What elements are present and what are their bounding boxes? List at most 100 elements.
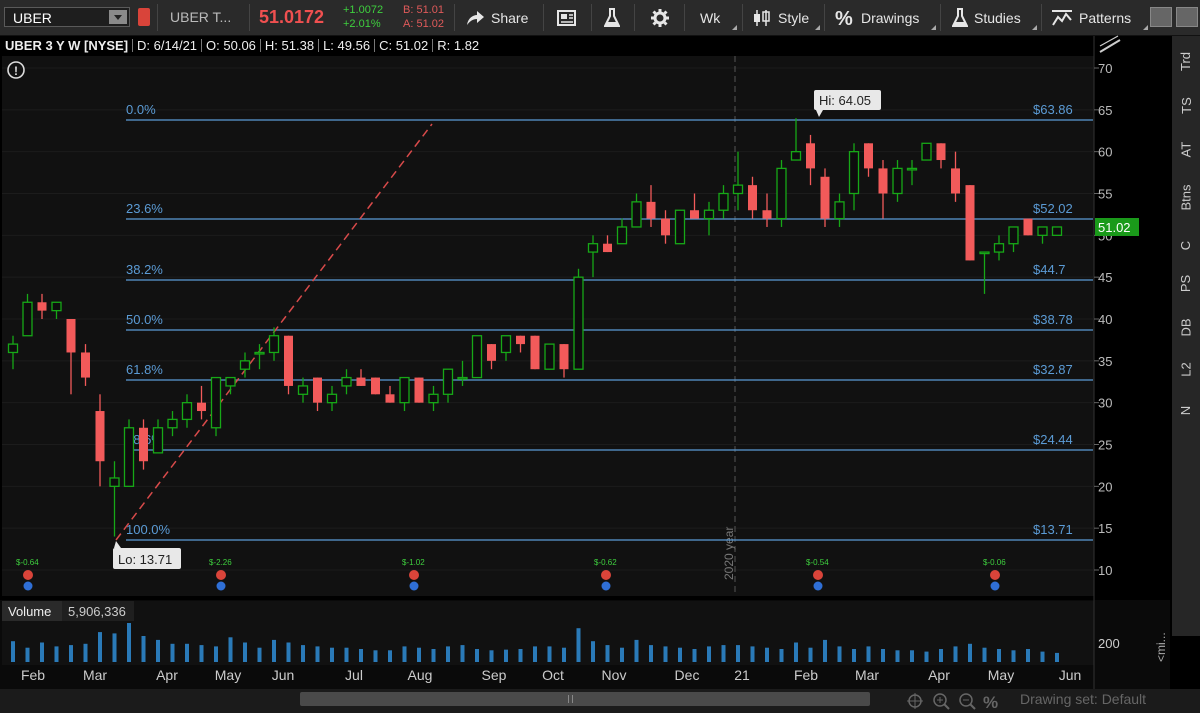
- fib-percent-label: 38.2%: [126, 262, 163, 277]
- time-axis-label: Jun: [1059, 667, 1082, 683]
- patterns-button[interactable]: Patterns: [1051, 4, 1131, 31]
- candle-body-up: [51, 301, 62, 312]
- side-tab-btns[interactable]: Btns: [1172, 178, 1200, 216]
- price-tick-label: 15: [1098, 521, 1112, 536]
- alert-flag-icon[interactable]: [138, 8, 150, 26]
- volume-bar: [634, 639, 639, 662]
- price-grid: [2, 67, 1094, 571]
- candle-body-up: [906, 167, 918, 171]
- current-price-label: 51.02: [1098, 220, 1131, 235]
- timeframe-button[interactable]: Wk: [700, 4, 720, 31]
- scrollbar-thumb[interactable]: [300, 692, 870, 706]
- earnings-events: $-0.64 $-2.26 $-1.02 $-0.62 $-0.54 $-0.06: [16, 558, 1006, 591]
- candle-body-down: [806, 143, 815, 169]
- bar-close: C: 51.02: [379, 38, 429, 53]
- earnings-icon[interactable]: [990, 570, 1000, 580]
- earnings-icon[interactable]: [216, 570, 226, 580]
- pencil-icon[interactable]: [1099, 35, 1121, 53]
- volume-bar: [881, 649, 885, 662]
- side-tab-at[interactable]: AT: [1172, 130, 1200, 168]
- time-axis-label: Dec: [675, 667, 700, 683]
- time-axis-label: Mar: [83, 667, 107, 683]
- volume-bar: [1055, 652, 1059, 662]
- side-tab-ps[interactable]: PS: [1172, 264, 1200, 302]
- volume-bar: [620, 647, 624, 662]
- volume-panel[interactable]: Volume 5,906,336 200 <mi... Feb Mar Apr May…: [0, 600, 1170, 690]
- volume-bar: [286, 642, 291, 662]
- gear-icon: [651, 8, 669, 27]
- side-tab-l2[interactable]: L2: [1172, 350, 1200, 388]
- side-tab-c[interactable]: C: [1172, 226, 1200, 264]
- fib-price-label: $13.71: [1033, 522, 1073, 537]
- volume-bar: [170, 643, 175, 662]
- bar-range: R: 1.82: [437, 38, 480, 53]
- crosshair-icon[interactable]: [907, 693, 923, 709]
- svg-text:%: %: [835, 8, 853, 28]
- percent-scale-icon[interactable]: %: [983, 693, 998, 712]
- time-axis-label: May: [215, 667, 241, 683]
- candle-body-up: [239, 360, 251, 370]
- lab-button[interactable]: [604, 4, 620, 31]
- symbol-input[interactable]: UBER: [4, 7, 130, 27]
- time-axis-label: 21: [734, 667, 750, 683]
- candle-body-up: [921, 142, 932, 161]
- style-menu-icon: [815, 25, 820, 30]
- window-button-left[interactable]: [1150, 7, 1172, 27]
- fib-price-label: $24.44: [1033, 432, 1073, 447]
- fib-price-label: $38.78: [1033, 312, 1073, 327]
- timeframe-label: Wk: [700, 9, 721, 26]
- dividend-icon[interactable]: [601, 581, 611, 591]
- dividend-icon[interactable]: [990, 581, 1000, 591]
- info-icon[interactable]: [7, 61, 25, 79]
- volume-bar: [750, 646, 755, 662]
- candle-body-down: [516, 335, 525, 345]
- volume-bar: [576, 628, 581, 662]
- volume-bar: [199, 645, 204, 662]
- drawing-set-label[interactable]: Drawing set: Default: [1020, 691, 1147, 707]
- share-button[interactable]: Share: [465, 4, 528, 31]
- volume-bar: [968, 643, 972, 662]
- symbol-text: UBER: [13, 10, 52, 26]
- dividend-icon[interactable]: [813, 581, 823, 591]
- dividend-icon[interactable]: [409, 581, 419, 591]
- volume-bar: [1040, 651, 1045, 662]
- candle-body-down: [603, 243, 612, 253]
- earnings-icon[interactable]: [23, 570, 33, 580]
- symbol-dropdown-icon[interactable]: [109, 10, 127, 24]
- candle-body-down: [690, 210, 699, 219]
- zoom-in-icon[interactable]: [933, 693, 950, 710]
- earnings-icon[interactable]: [409, 570, 419, 580]
- side-tab-n[interactable]: N: [1172, 391, 1200, 429]
- zoom-out-icon[interactable]: [959, 693, 976, 710]
- fib-percent-label: 61.8%: [126, 362, 163, 377]
- studies-button[interactable]: Studies: [952, 4, 1021, 31]
- volume-bar: [431, 649, 436, 662]
- volume-bar: [924, 651, 929, 662]
- dividend-icon[interactable]: [216, 581, 226, 591]
- style-button[interactable]: Style: [752, 4, 809, 31]
- side-tab-ts[interactable]: TS: [1172, 86, 1200, 124]
- earnings-icon[interactable]: [813, 570, 823, 580]
- side-tab-trd[interactable]: Trd: [1172, 42, 1200, 80]
- price-chart[interactable]: 2020 year 0.0% $63.86 23.6% $52.02 38.2% $44.…: [0, 0, 1170, 600]
- divider: [1041, 4, 1042, 31]
- window-button-right[interactable]: [1176, 7, 1198, 27]
- time-axis-label: Jul: [345, 667, 363, 683]
- volume-bar: [591, 641, 595, 662]
- style-label: Style: [778, 9, 810, 26]
- settings-button[interactable]: [650, 4, 670, 31]
- drawings-button[interactable]: % Drawings: [835, 4, 919, 31]
- ask-price: A: 51.02: [403, 18, 444, 30]
- dividend-icon[interactable]: [23, 581, 33, 591]
- flask-icon: [604, 7, 620, 27]
- price-tick-label: 55: [1098, 186, 1112, 201]
- studies-flask-icon: [952, 7, 968, 27]
- side-tab-db[interactable]: DB: [1172, 308, 1200, 346]
- news-button[interactable]: [557, 4, 579, 31]
- earnings-icon[interactable]: [601, 570, 611, 580]
- volume-bar: [25, 647, 30, 662]
- bar-low: L: 49.56: [323, 38, 371, 53]
- candle-body-up: [457, 376, 468, 380]
- candle-body-down: [356, 377, 366, 386]
- fib-percent-label: 23.6%: [126, 201, 163, 216]
